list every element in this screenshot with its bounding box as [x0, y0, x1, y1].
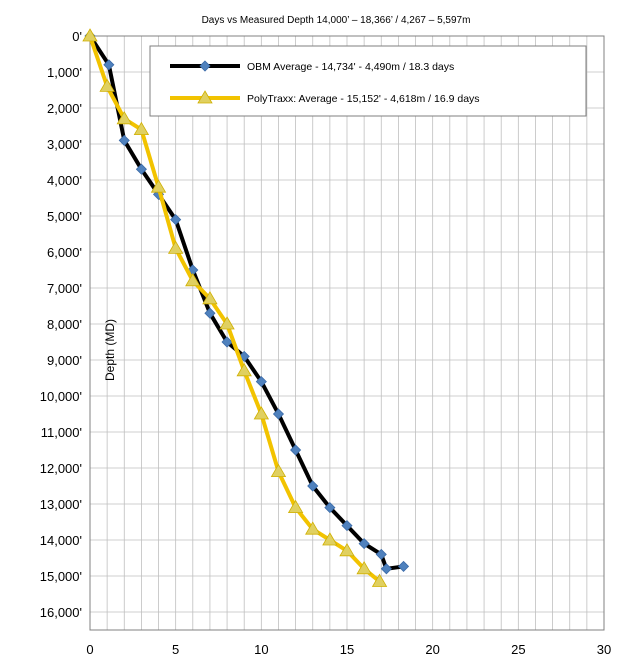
legend-marker	[197, 90, 213, 104]
data-point	[204, 307, 216, 319]
data-point	[219, 316, 235, 330]
y-tick-label: 6,000'	[47, 245, 82, 260]
legend-box	[149, 45, 587, 117]
data-point	[290, 444, 302, 456]
data-point	[221, 336, 233, 348]
y-tick-label: 2,000'	[47, 101, 82, 116]
x-tick-label: 15	[340, 642, 354, 657]
data-point	[99, 78, 115, 92]
legend-marker	[199, 60, 211, 72]
data-point	[307, 480, 319, 492]
data-point	[339, 543, 355, 557]
data-point	[133, 121, 150, 135]
data-point	[118, 134, 130, 146]
data-point	[341, 520, 353, 532]
x-tick-label: 25	[511, 642, 525, 657]
data-point	[270, 463, 287, 477]
data-point	[202, 291, 218, 305]
data-point	[236, 363, 252, 377]
y-tick-label: 16,000'	[40, 605, 82, 620]
data-point	[170, 214, 182, 226]
y-tick-label: 12,000'	[40, 461, 82, 476]
data-point	[324, 502, 336, 514]
legend-item: OBM Average - 14,734' - 4,490m / 18.3 da…	[170, 60, 454, 73]
y-axis-label: Depth (MD)	[103, 319, 117, 381]
y-tick-label: 9,000'	[47, 353, 82, 368]
plot-area-border	[89, 35, 605, 631]
data-point	[253, 406, 270, 420]
data-point	[356, 561, 372, 575]
x-tick-label: 30	[597, 642, 611, 657]
series-line	[88, 34, 404, 571]
data-point	[82, 28, 98, 42]
data-point	[371, 573, 388, 587]
legend-label: OBM Average - 14,734' - 4,490m / 18.3 da…	[247, 61, 454, 73]
legend-items: OBM Average - 14,734' - 4,490m / 18.3 da…	[170, 60, 480, 105]
y-tick-label: 13,000'	[40, 497, 82, 512]
data-point	[185, 273, 201, 287]
data-point	[397, 560, 410, 572]
series-polytraxx-average	[82, 28, 388, 587]
y-tick-label: 14,000'	[40, 533, 82, 548]
data-point	[375, 548, 387, 560]
y-tick-label: 11,000'	[41, 425, 82, 440]
series-line	[88, 35, 381, 584]
chart-title: Days vs Measured Depth 14,000’ – 18,366’…	[202, 15, 471, 26]
x-tick-label: 10	[254, 642, 268, 657]
data-point	[116, 111, 132, 125]
y-tick-label: 0'	[72, 29, 82, 44]
x-tick-label: 5	[172, 642, 179, 657]
y-tick-label: 5,000'	[47, 209, 82, 224]
grid-lines	[90, 36, 604, 630]
data-point	[305, 521, 321, 535]
data-point	[103, 59, 115, 71]
x-tick-labels: 0 5 10 15 20 25 30	[86, 642, 611, 657]
y-tick-label: 7,000'	[47, 281, 82, 296]
y-tick-labels: 0' 1,000' 2,000' 3,000' 4,000' 5,000' 6,000' 7,…	[40, 29, 82, 620]
data-point	[150, 179, 167, 193]
y-tick-label: 15,000'	[40, 569, 82, 584]
data-point	[255, 376, 267, 388]
data-point	[272, 408, 285, 420]
series-layer	[82, 28, 410, 587]
data-point	[167, 240, 184, 254]
y-tick-label: 3,000'	[47, 137, 82, 152]
series-obm-average	[84, 30, 410, 575]
data-point	[135, 163, 147, 175]
y-tick-label: 4,000'	[47, 173, 82, 188]
data-point	[358, 538, 370, 550]
x-tick-label: 0	[86, 642, 93, 657]
legend-item: PolyTraxx: Average - 15,152' - 4,618m / …	[170, 90, 480, 105]
legend: OBM Average - 14,734' - 4,490m / 18.3 da…	[149, 45, 587, 117]
x-tick-label: 20	[425, 642, 439, 657]
y-tick-label: 10,000'	[40, 389, 82, 404]
y-tick-label: 8,000'	[47, 317, 82, 332]
data-point	[287, 499, 304, 513]
legend-label: PolyTraxx: Average - 15,152' - 4,618m / …	[247, 93, 480, 105]
data-point	[322, 532, 338, 546]
y-tick-label: 1,000'	[47, 65, 82, 80]
data-point	[380, 563, 392, 575]
